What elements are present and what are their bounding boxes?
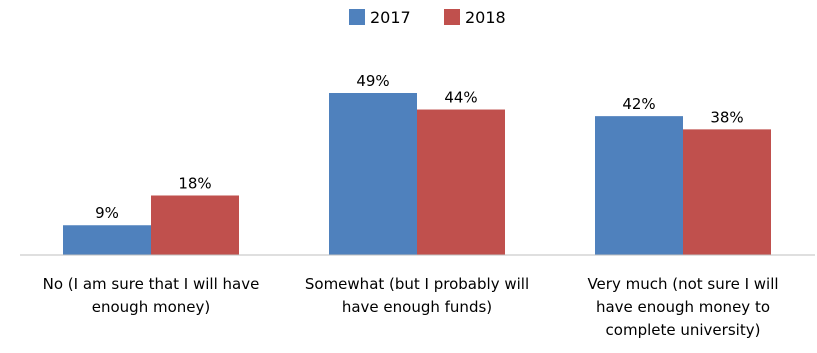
bar-2017-0	[63, 225, 151, 255]
legend-label-2017: 2017	[370, 8, 411, 27]
category-label-2-line-0: Very much (not sure I will	[587, 275, 778, 293]
category-label-2-line-1: have enough money to	[596, 298, 770, 316]
value-label-2017-0: 9%	[95, 204, 119, 222]
category-label-0-line-0: No (I am sure that I will have	[43, 275, 260, 293]
category-label-2-line-2: complete university)	[606, 321, 761, 339]
value-label-2018-2: 38%	[710, 108, 743, 126]
bar-2018-2	[683, 129, 771, 255]
legend-swatch-2017	[349, 9, 365, 25]
legend-swatch-2018	[444, 9, 460, 25]
legend-label-2018: 2018	[465, 8, 506, 27]
bars-group	[63, 93, 771, 256]
bar-2018-1	[417, 109, 505, 255]
category-label-0-line-1: enough money)	[92, 298, 210, 316]
bar-2017-1	[329, 93, 417, 255]
value-labels-group: 9% 18% 49% 44% 42% 38%	[95, 72, 744, 222]
legend: 2017 2018	[349, 8, 506, 27]
value-label-2018-1: 44%	[444, 89, 477, 107]
category-label-1-line-0: Somewhat (but I probably will	[305, 275, 529, 293]
bar-2018-0	[151, 195, 239, 255]
category-label-1-line-1: have enough funds)	[342, 298, 492, 316]
value-label-2018-0: 18%	[178, 174, 211, 192]
category-labels-group: No (I am sure that I will have enough mon…	[43, 275, 779, 339]
value-label-2017-1: 49%	[356, 72, 389, 90]
value-label-2017-2: 42%	[622, 95, 655, 113]
bar-2017-2	[595, 116, 683, 256]
